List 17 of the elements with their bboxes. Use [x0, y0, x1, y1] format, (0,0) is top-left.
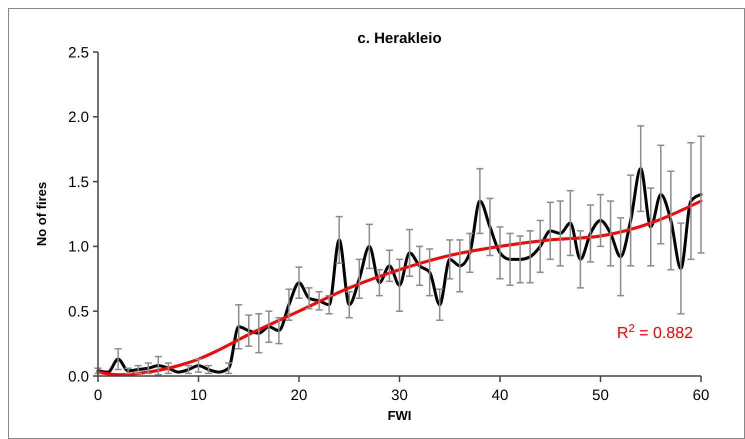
- annotation: R$^{2}$ = 0.882: [616, 323, 694, 342]
- y-tick-label: 2.5: [68, 44, 89, 62]
- y-axis-title: No of fires: [34, 182, 49, 246]
- x-axis-title: FWI: [388, 408, 412, 423]
- x-tick-label: 10: [190, 387, 207, 404]
- y-tick-label: 0.0: [68, 368, 89, 386]
- y-tick-label: 2.0: [68, 109, 89, 126]
- y-tick-label: 1.5: [68, 174, 89, 191]
- x-tick-label: 60: [692, 387, 710, 404]
- x-tick-label: 0: [94, 387, 102, 404]
- x-tick-label: 30: [391, 387, 408, 404]
- chart-title: c. Herakleio: [357, 30, 442, 47]
- x-tick-label: 50: [592, 387, 609, 404]
- x-tick-label: 40: [492, 387, 508, 404]
- x-tick-label: 20: [290, 387, 308, 404]
- y-tick-label: 1.0: [68, 238, 89, 256]
- y-tick-label: 0.5: [68, 303, 89, 320]
